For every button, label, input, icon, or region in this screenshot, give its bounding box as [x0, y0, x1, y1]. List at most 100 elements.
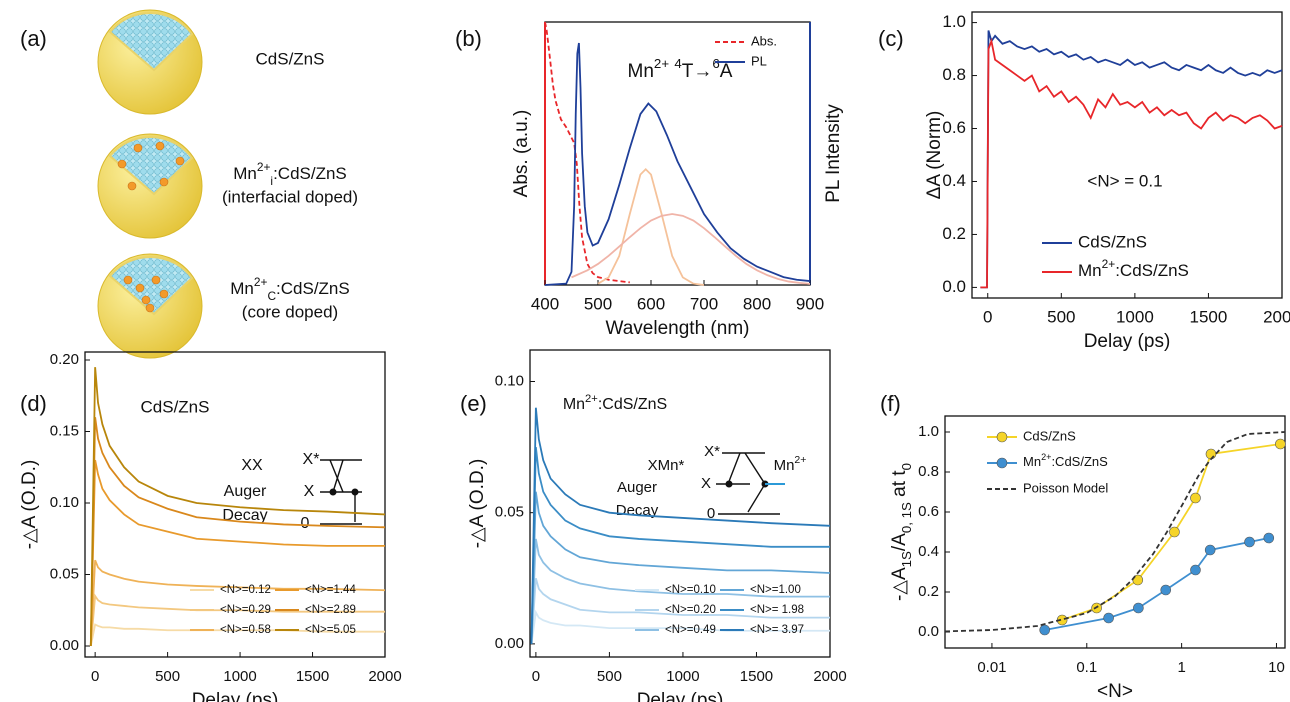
- x-tick-label: 400: [531, 294, 559, 313]
- text-part: 2+: [1102, 257, 1116, 271]
- annotation: X: [304, 483, 315, 500]
- x-tick-label: 1000: [1116, 307, 1154, 326]
- text-part: 2+: [257, 160, 271, 174]
- dopant: [155, 141, 165, 151]
- y-tick-label: 0.2: [942, 224, 966, 243]
- panel-label: (a): [20, 26, 47, 51]
- text-part: 2+: [654, 56, 669, 71]
- x-tick-label: 2000: [813, 668, 846, 685]
- x-axis-label: Delay (ps): [1084, 331, 1171, 352]
- data-point: [1205, 448, 1217, 460]
- legend-label: Mn2+:CdS/ZnS: [1078, 257, 1189, 280]
- annotation: Mn2+: [774, 454, 807, 474]
- y-tick-label: 0.8: [918, 463, 939, 480]
- x-tick-label: 700: [690, 294, 718, 313]
- series-line: [530, 491, 831, 644]
- x-tick-label: 1500: [296, 668, 329, 685]
- legend-label: <N>=0.20: [665, 604, 716, 616]
- text-part: 2+: [254, 275, 268, 289]
- series-line: [1044, 537, 1269, 631]
- annotation: XMn*: [648, 457, 685, 474]
- x-tick-label: 500: [584, 294, 612, 313]
- text-part: :CdS/ZnS: [276, 279, 350, 298]
- series-line: [544, 21, 630, 284]
- dopant: [123, 275, 133, 285]
- inset-line: [747, 483, 766, 513]
- panel-label: (d): [20, 391, 47, 416]
- text-part: T→: [682, 61, 713, 82]
- text-part: 2+: [585, 393, 598, 405]
- legend-marker: [996, 457, 1008, 469]
- text-part: -△A: [889, 567, 910, 601]
- text-part: Mn: [1078, 261, 1102, 280]
- y-axis-label: -△A1S/A0, 1S at t0: [889, 463, 914, 601]
- cutaway: [108, 255, 194, 316]
- plot-frame: [529, 349, 831, 658]
- dopant: [159, 177, 169, 187]
- series-line: [89, 417, 386, 647]
- series-line: [980, 37, 1283, 289]
- annotation: X*: [303, 451, 320, 468]
- text-part: Mn: [628, 61, 654, 82]
- x-tick-label: 2000: [1263, 307, 1290, 326]
- text-part: at t: [889, 470, 910, 502]
- dopant: [141, 295, 151, 305]
- legend-label: Mn2+:CdS/ZnS: [1023, 452, 1108, 469]
- text-part: 2+: [794, 454, 806, 466]
- sphere-caption: Mn2+C:CdS/ZnS: [230, 275, 349, 303]
- legend-marker: [996, 431, 1008, 443]
- inset-line: [727, 452, 741, 485]
- legend-label: PL: [751, 53, 767, 68]
- y-tick-label: 0.05: [495, 504, 524, 521]
- y-axis-label: Abs. (a.u.): [511, 110, 532, 198]
- data-point: [1204, 544, 1216, 556]
- x-axis-label: Delay (ps): [637, 690, 724, 702]
- annotation: XX: [241, 457, 263, 474]
- sphere-caption: CdS/ZnS: [256, 49, 325, 68]
- series-line: [530, 538, 830, 644]
- data-point: [1169, 526, 1180, 538]
- x-tick-label: 1500: [740, 668, 773, 685]
- y-tick-label: 0.2: [918, 583, 939, 600]
- series-line: [571, 213, 811, 285]
- legend-label: <N>=5.05: [305, 624, 356, 636]
- x-tick-label: 500: [597, 668, 622, 685]
- cutaway: [108, 135, 194, 196]
- annotation: X*: [704, 443, 720, 460]
- text-part: :CdS/ZnS: [598, 396, 667, 413]
- inset-dot: [329, 488, 337, 496]
- legend-label: <N>=0.29: [220, 604, 271, 616]
- series-line: [980, 30, 1283, 289]
- y-tick-label: 0.05: [50, 565, 79, 582]
- annotation: Decay: [222, 507, 267, 524]
- series-line: [597, 168, 705, 286]
- text-part: Mn: [233, 164, 257, 183]
- text-part: 2+: [1041, 452, 1051, 462]
- y-tick-label: 0.10: [495, 372, 524, 389]
- annotation: CdS/ZnS: [141, 397, 210, 416]
- x-tick-label: 0: [532, 668, 540, 685]
- x-tick-label: 10: [1268, 659, 1285, 676]
- dopant: [145, 303, 155, 313]
- legend-label: <N>=1.44: [305, 584, 356, 596]
- text-part: 4: [674, 56, 681, 71]
- x-tick-label: 0.01: [977, 659, 1006, 676]
- legend-label: Poisson Model: [1023, 480, 1108, 495]
- plot-frame: [944, 415, 1286, 649]
- legend-label: <N>=1.00: [750, 584, 801, 596]
- sphere-caption: (core doped): [242, 302, 338, 321]
- dopant: [151, 275, 161, 285]
- legend-label: <N>= 1.98: [750, 604, 804, 616]
- y-tick-label: 0.00: [495, 635, 524, 652]
- annotation: Mn2+:CdS/ZnS: [563, 393, 667, 413]
- data-point: [1133, 602, 1144, 614]
- y-tick-label: 1.0: [918, 423, 939, 440]
- dopant: [135, 283, 145, 293]
- dopant: [159, 289, 169, 299]
- series-line: [89, 559, 386, 647]
- annotation: Mn2+ 4T→6A: [628, 56, 733, 82]
- x-tick-label: 1: [1177, 659, 1185, 676]
- y-tick-label: 0.0: [942, 277, 966, 296]
- x-axis-label: Wavelength (nm): [606, 318, 750, 339]
